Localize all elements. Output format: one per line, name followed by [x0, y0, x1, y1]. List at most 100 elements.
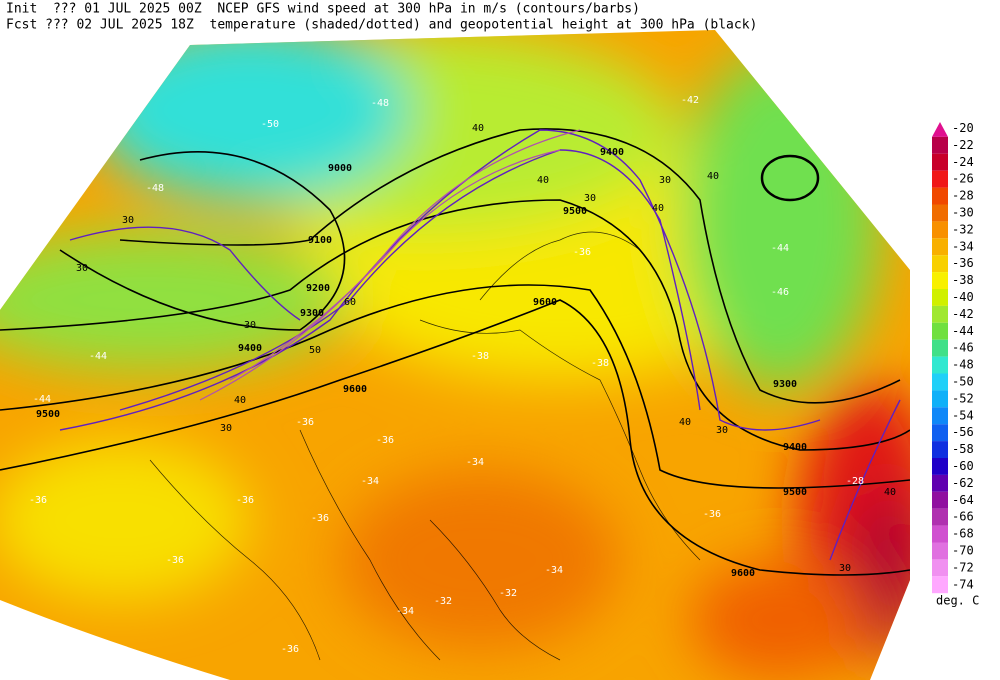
height-label: 9600 — [731, 568, 755, 579]
colorbar-label: -66 — [952, 510, 974, 524]
height-label: 9000 — [328, 163, 352, 174]
colorbar-label: -20 — [952, 121, 974, 135]
colorbar-box — [932, 424, 948, 442]
colorbar-label: -30 — [952, 205, 974, 219]
wind-label: 30 — [122, 215, 134, 226]
colorbar-label: -42 — [952, 307, 974, 321]
temperature-label: -44 — [89, 351, 107, 362]
height-label: 9500 — [783, 487, 807, 498]
colorbar-label: -64 — [952, 493, 974, 507]
temperature-label: -36 — [573, 247, 591, 258]
colorbar-label: -28 — [952, 189, 974, 203]
wind-label: 50 — [309, 345, 321, 356]
wind-label: 30 — [220, 423, 232, 434]
height-label: 9200 — [306, 283, 330, 294]
colorbar-box — [932, 322, 948, 340]
temperature-label: -38 — [591, 358, 609, 369]
height-label: 9300 — [300, 308, 324, 319]
colorbar-box — [932, 508, 948, 526]
header-line: Fcst ??? 02 JUL 2025 18Z temperature (sh… — [6, 18, 757, 33]
colorbar-box — [932, 407, 948, 425]
colorbar-box — [932, 153, 948, 171]
colorbar-label: -54 — [952, 408, 974, 422]
temperature-label: -48 — [371, 98, 389, 109]
wind-label: 30 — [716, 425, 728, 436]
wind-label: 30 — [659, 175, 671, 186]
height-label: 9100 — [308, 235, 332, 246]
colorbar-box — [932, 272, 948, 289]
temperature-label: -36 — [29, 495, 47, 506]
height-label: 9300 — [773, 379, 797, 390]
colorbar-box — [932, 576, 948, 594]
colorbar-box — [932, 390, 948, 408]
height-label: 9600 — [343, 384, 367, 395]
height-label: 9400 — [783, 442, 807, 453]
colorbar-box — [932, 339, 948, 357]
wind-label: 40 — [234, 395, 246, 406]
temperature-label: -42 — [681, 95, 699, 106]
temperature-label: -36 — [311, 513, 329, 524]
colorbar-label: -34 — [952, 239, 974, 253]
colorbar-box — [932, 356, 948, 374]
colorbar-unit: deg. C — [936, 594, 979, 608]
temperature-label: -32 — [434, 596, 452, 607]
colorbar-box — [932, 221, 948, 239]
height-label: 9500 — [563, 206, 587, 217]
height-label: 9600 — [533, 297, 557, 308]
temperature-label: -28 — [846, 476, 864, 487]
temperature-label: -48 — [146, 183, 164, 194]
temperature-label: -44 — [771, 243, 789, 254]
colorbar-box — [932, 474, 948, 492]
colorbar-box — [932, 525, 948, 543]
temperature-label: -50 — [261, 119, 279, 130]
colorbar-box — [932, 255, 948, 273]
colorbar-label: -62 — [952, 476, 974, 490]
colorbar-box — [932, 441, 948, 458]
colorbar-label: -52 — [952, 391, 974, 405]
wind-label: 40 — [652, 203, 664, 214]
colorbar-label: -68 — [952, 527, 974, 541]
colorbar-label: -48 — [952, 358, 974, 372]
height-label: 9500 — [36, 409, 60, 420]
temperature-label: -44 — [33, 394, 51, 405]
wind-label: 40 — [707, 171, 719, 182]
colorbar-label: -74 — [952, 577, 974, 591]
colorbar-label: -26 — [952, 172, 974, 186]
height-label: 9400 — [238, 343, 262, 354]
colorbar-box — [932, 289, 948, 306]
colorbar-label: -46 — [952, 341, 974, 355]
temperature-label: -38 — [471, 351, 489, 362]
height-label: 9400 — [600, 147, 624, 158]
temperature-label: -32 — [499, 588, 517, 599]
temperature-label: -34 — [466, 457, 484, 468]
colorbar-box — [932, 305, 948, 323]
colorbar-label: -38 — [952, 273, 974, 287]
colorbar-label: -50 — [952, 374, 974, 388]
colorbar-label: -36 — [952, 256, 974, 270]
colorbar-box — [932, 187, 948, 205]
colorbar-label: -70 — [952, 543, 974, 557]
colorbar-label: -24 — [952, 155, 974, 169]
colorbar-box — [932, 170, 948, 188]
wind-label: 40 — [679, 417, 691, 428]
colorbar-label: -32 — [952, 222, 974, 236]
temperature-label: -46 — [771, 287, 789, 298]
temperature-label: -34 — [361, 476, 379, 487]
wind-label: 40 — [884, 487, 896, 498]
colorbar-label: -44 — [952, 324, 974, 338]
wind-label: 40 — [537, 175, 549, 186]
colorbar-label: -22 — [952, 138, 974, 152]
colorbar-box — [932, 542, 948, 560]
colorbar-box — [932, 204, 948, 222]
wind-label: 30 — [839, 563, 851, 574]
colorbar-box — [932, 373, 948, 391]
temperature-label: -36 — [166, 555, 184, 566]
temperature-label: -36 — [376, 435, 394, 446]
colorbar-box — [932, 238, 948, 256]
colorbar-label: -58 — [952, 442, 974, 456]
wind-label: 30 — [76, 263, 88, 274]
colorbar-box — [932, 136, 948, 154]
temperature-label: -36 — [236, 495, 254, 506]
